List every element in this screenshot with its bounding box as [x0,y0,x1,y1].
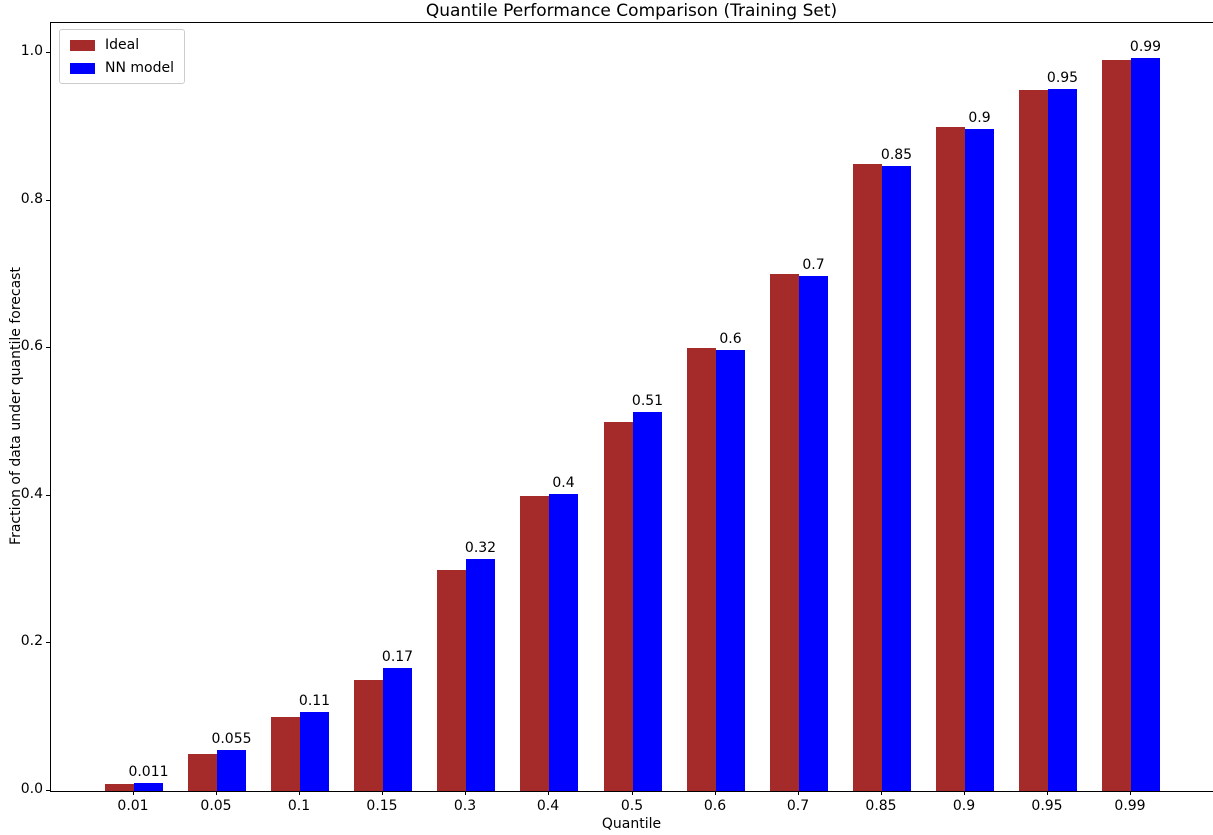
x-tick [1047,791,1048,795]
legend-item-nn-model: NN model [70,60,174,76]
y-tick [46,495,50,496]
legend-swatch-ideal [70,39,95,51]
bar-ideal [770,274,799,791]
bar-value-label: 0.99 [1129,39,1162,55]
x-axis-label: Quantile [601,816,662,832]
legend-label-nn: NN model [105,60,174,76]
chart-title: Quantile Performance Comparison (Trainin… [425,1,838,21]
x-tick-label: 0.99 [1114,798,1146,814]
bar-ideal [853,164,882,791]
plot-area: Ideal NN model 0.011 0.055 0.11 0.17 0.32 0.4… [50,22,1213,792]
x-tick-label: 0.01 [117,798,149,814]
bar-value-label: 0.11 [298,693,331,709]
bar-ideal [188,754,217,791]
y-tick-label: 0.6 [20,338,43,354]
bar-value-label: 0.51 [631,393,664,409]
x-tick-label: 0.4 [536,798,560,814]
y-tick [46,52,50,53]
x-tick-label: 0.15 [366,798,398,814]
x-tick [299,791,300,795]
y-tick-label: 0.4 [20,486,43,502]
x-tick-label: 0.6 [703,798,727,814]
bar-ideal [520,496,549,791]
bar-ideal [354,680,383,791]
x-tick [964,791,965,795]
x-tick [798,791,799,795]
bar-nn [217,750,246,791]
bar-value-label: 0.85 [880,147,913,163]
bar-ideal [271,717,300,791]
y-tick-label: 0.0 [20,781,43,797]
x-tick-label: 0.3 [453,798,477,814]
x-tick [133,791,134,795]
bar-nn [466,559,495,791]
y-tick-label: 0.8 [20,191,43,207]
bar-nn [633,412,662,791]
bar-ideal [1102,60,1131,791]
bar-value-label: 0.32 [464,540,497,556]
bar-nn [965,129,994,791]
legend-item-ideal: Ideal [70,37,174,53]
x-tick-label: 0.85 [865,798,897,814]
y-tick-label: 0.2 [20,633,43,649]
bar-value-label: 0.011 [128,764,169,780]
bar-ideal [437,570,466,791]
bar-nn [549,494,578,791]
x-tick-label: 0.05 [200,798,232,814]
x-tick [632,791,633,795]
bar-nn [300,712,329,791]
bar-nn [1048,89,1077,791]
y-tick-label: 1.0 [20,43,43,59]
bar-value-label: 0.17 [381,649,414,665]
bar-nn [383,668,412,791]
bar-ideal [604,422,633,791]
bar-nn [882,166,911,791]
x-tick-label: 0.9 [952,798,976,814]
x-tick [715,791,716,795]
bar-value-label: 0.95 [1046,70,1079,86]
x-tick-label: 0.7 [786,798,810,814]
x-tick [382,791,383,795]
bar-nn [716,350,745,791]
bar-nn [134,783,163,791]
bar-ideal [1019,90,1048,791]
bar-value-label: 0.7 [802,257,825,273]
legend-label-ideal: Ideal [105,37,140,53]
x-tick [548,791,549,795]
y-tick [46,642,50,643]
x-tick [881,791,882,795]
x-tick [216,791,217,795]
bar-nn [799,276,828,791]
bar-ideal [936,127,965,791]
x-tick-label: 0.1 [287,798,311,814]
x-tick [1130,791,1131,795]
bar-ideal [105,784,134,791]
legend: Ideal NN model [59,29,185,84]
bar-nn [1131,58,1160,791]
x-tick [465,791,466,795]
legend-swatch-nn [70,62,95,74]
y-tick [46,200,50,201]
y-axis-label: Fraction of data under quantile forecast [8,267,24,545]
bar-value-label: 0.055 [211,731,252,747]
bar-value-label: 0.4 [552,475,575,491]
x-tick-label: 0.5 [620,798,644,814]
x-tick-label: 0.95 [1031,798,1063,814]
y-tick [46,790,50,791]
bar-value-label: 0.9 [968,110,991,126]
bar-ideal [687,348,716,791]
y-tick [46,347,50,348]
bar-value-label: 0.6 [719,331,742,347]
